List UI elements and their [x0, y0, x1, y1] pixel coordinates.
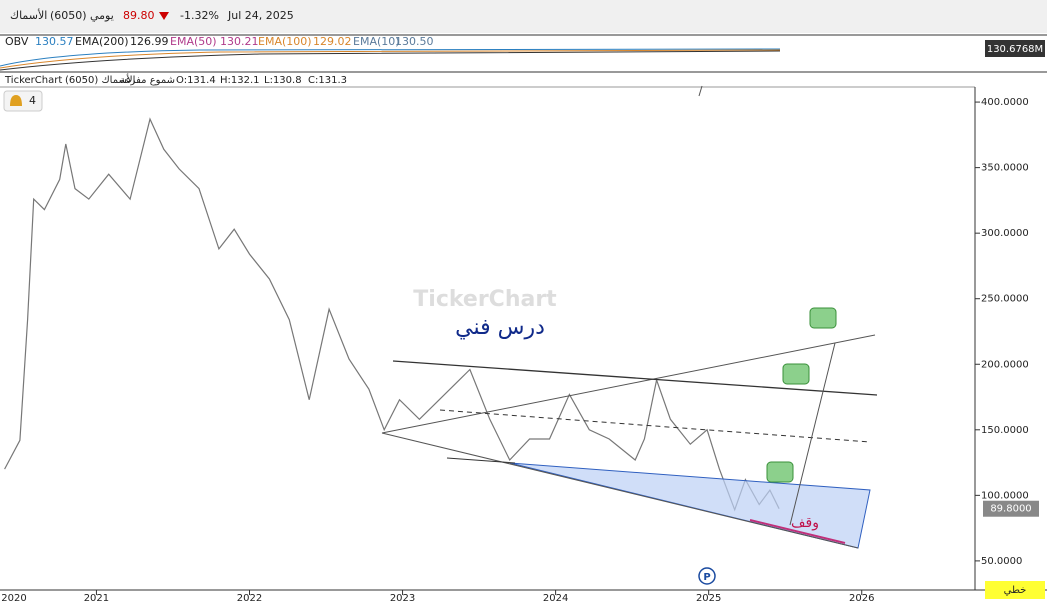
thumb-icon: [782, 363, 810, 385]
x-tick-label: 2020: [1, 593, 26, 604]
y-tick-label: 400.0000: [981, 97, 1029, 108]
obv-last-box: [985, 40, 1045, 57]
ema50-value: 130.21: [220, 35, 259, 48]
alerts-button[interactable]: [3, 90, 43, 112]
x-tick-label: 2026: [849, 593, 874, 604]
watermark: TickerChart: [413, 287, 557, 312]
price-line: [4, 117, 780, 512]
trendline: [446, 457, 516, 464]
scale-button[interactable]: [985, 581, 1045, 599]
p-marker-label: P: [703, 572, 710, 583]
stop-line: [749, 519, 846, 544]
stock-code: (6050): [50, 9, 87, 22]
ema-line: [0, 50, 781, 71]
obv-value: 130.57: [35, 35, 74, 48]
change: -1.32%: [180, 9, 219, 22]
series-layer: [4, 117, 780, 512]
last-price-box: [983, 500, 1039, 517]
obv-last-label: 130.6768M: [987, 44, 1043, 55]
obv-line: [0, 48, 781, 67]
y-tick-label: 50.0000: [981, 556, 1022, 567]
ema10-label: EMA(10): [353, 35, 400, 48]
thumb-icon: [766, 461, 794, 483]
date: Jul 24, 2025: [227, 9, 294, 22]
last-price-label: 89.8000: [990, 504, 1031, 515]
ema200-label: EMA(200): [75, 35, 129, 48]
alerts-count: 4: [29, 94, 36, 107]
high: H:132.1: [220, 75, 260, 86]
ema10-value: 130.50: [395, 35, 434, 48]
low: L:130.8: [264, 75, 302, 86]
ema-line: [0, 49, 781, 69]
price: 89.80: [123, 9, 155, 22]
x-tick-label: 2023: [390, 593, 415, 604]
x-tick-label: 2021: [84, 593, 109, 604]
trendline: [392, 360, 878, 396]
close: C:131.3: [308, 75, 347, 86]
period: يومي: [90, 9, 114, 22]
target-line: [789, 342, 836, 526]
cursor-mark: [698, 85, 703, 97]
stop-label: وقف: [791, 515, 819, 531]
chart-style: شموع مفرغة: [120, 75, 175, 86]
ema100-label: EMA(100): [258, 35, 312, 48]
stock-name: الأسماك: [10, 8, 47, 22]
symbol: الأسماك (6050): [65, 73, 135, 86]
x-tick-label: 2024: [543, 593, 568, 604]
down-arrow: [159, 12, 169, 20]
y-tick-label: 250.0000: [981, 294, 1029, 305]
header-bar: [0, 0, 1047, 33]
y-tick-label: 150.0000: [981, 425, 1029, 436]
thumbs-icons: [766, 307, 837, 483]
scale-mode: خطي: [1004, 585, 1027, 596]
ema200-value: 126.99: [130, 35, 169, 48]
trendline: [439, 409, 871, 443]
ema100-value: 129.02: [313, 35, 352, 48]
open: O:131.4: [176, 75, 216, 86]
brand: TickerChart: [4, 75, 62, 86]
p-marker[interactable]: [698, 567, 716, 585]
trendline: [381, 334, 876, 434]
thumb-icon: [809, 307, 837, 329]
x-tick-label: 2025: [696, 593, 721, 604]
bell-icon: [10, 95, 22, 106]
obv-label: OBV: [5, 35, 29, 48]
y-tick-label: 350.0000: [981, 163, 1029, 174]
y-tick-label: 200.0000: [981, 359, 1029, 370]
lesson-label: درس فني: [455, 315, 545, 340]
x-tick-label: 2022: [237, 593, 262, 604]
ema50-label: EMA(50): [170, 35, 217, 48]
y-tick-label: 100.0000: [981, 490, 1029, 501]
trendline: [381, 432, 859, 549]
y-tick-label: 300.0000: [981, 228, 1029, 239]
